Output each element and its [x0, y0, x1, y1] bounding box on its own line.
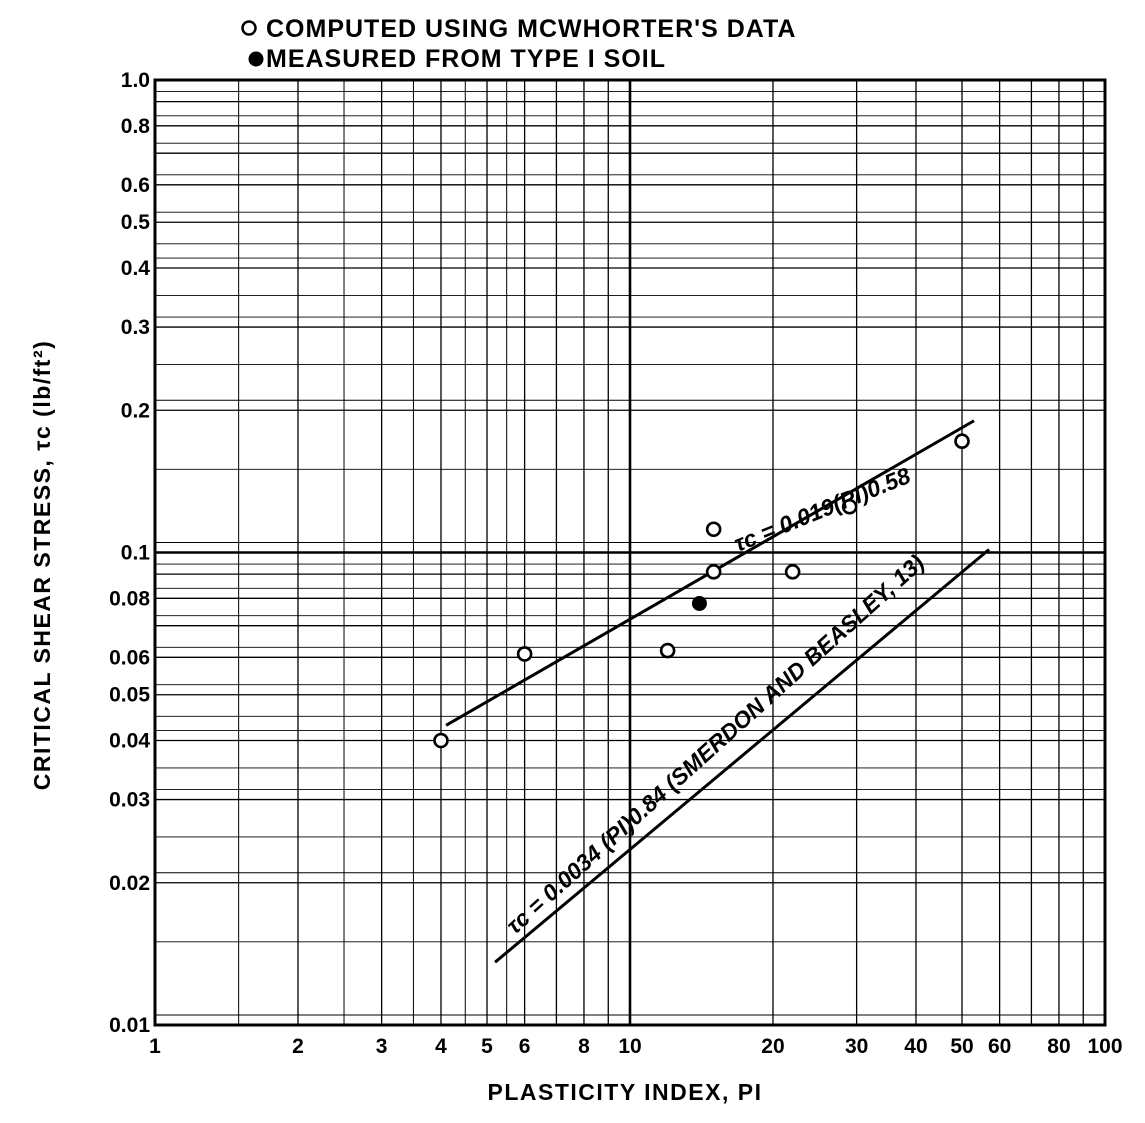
y-tick-labels: 0.01 0.02 0.03 0.04 0.05 0.06 0.08 0.1 0.2 0.3 0.4… [109, 69, 150, 1037]
x-tick-label: 60 [988, 1035, 1011, 1058]
y-tick-label: 0.04 [109, 730, 150, 753]
x-tick-label: 3 [376, 1035, 388, 1058]
y-tick-label: 0.01 [109, 1014, 150, 1037]
point-measured [691, 595, 707, 611]
x-tick-labels: 1 2 3 4 5 6 8 10 20 30 40 50 60 80 100 [149, 1035, 1122, 1058]
y-tick-label: 0.3 [121, 316, 150, 339]
y-tick-label: 0.8 [121, 115, 151, 138]
y-tick-label: 0.06 [109, 646, 150, 669]
x-tick-label: 1 [149, 1035, 161, 1058]
y-tick-label: 0.5 [121, 211, 151, 234]
fit-line-label-2: τc = 0.0034 (PI)0.84 (SMERDON AND BEASLE… [501, 549, 929, 938]
point-computed [705, 564, 722, 580]
y-tick-label: 0.05 [109, 684, 150, 707]
x-tick-label: 50 [950, 1035, 973, 1058]
x-tick-label: 5 [481, 1035, 493, 1058]
y-tick-label: 0.02 [109, 872, 150, 895]
y-tick-label: 0.1 [121, 542, 151, 565]
x-tick-label: 8 [578, 1035, 590, 1058]
point-computed [784, 564, 801, 580]
fit-line-2 [494, 548, 991, 964]
y-tick-label: 0.08 [109, 587, 150, 610]
x-tick-label: 80 [1047, 1035, 1070, 1058]
point-computed [841, 498, 858, 515]
x-axis-title: PLASTICITY INDEX, PI [488, 1079, 763, 1105]
point-computed [705, 521, 722, 538]
plot-frame [153, 78, 1107, 1027]
y-tick-label: 0.2 [121, 399, 150, 422]
y-tick-label: 0.6 [121, 174, 150, 197]
point-computed [954, 433, 970, 450]
x-tick-label: 30 [845, 1035, 868, 1058]
grid [153, 78, 1107, 1027]
point-computed [516, 646, 533, 662]
y-tick-label: 1.0 [121, 69, 150, 92]
x-tick-label: 6 [519, 1035, 531, 1058]
y-tick-label: 0.4 [121, 257, 151, 280]
y-tick-label: 0.03 [109, 789, 150, 812]
legend-filled-circle-icon [248, 51, 264, 67]
legend-open-circle-icon [241, 20, 257, 36]
legend-label-computed: COMPUTED USING MCWHORTER'S DATA [266, 15, 796, 43]
legend-label-measured: MEASURED FROM TYPE I SOIL [266, 45, 666, 73]
x-tick-label: 2 [292, 1035, 304, 1058]
x-tick-label: 10 [618, 1035, 641, 1058]
legend: COMPUTED USING MCWHORTER'S DATA MEASURED… [241, 15, 796, 73]
x-tick-label: 20 [761, 1035, 784, 1058]
y-axis-title: CRITICAL SHEAR STRESS, τc (lb/ft²) [29, 340, 55, 791]
x-tick-label: 100 [1087, 1035, 1122, 1058]
fit-lines [445, 419, 991, 964]
x-tick-label: 4 [435, 1035, 447, 1058]
point-computed [433, 732, 449, 749]
x-tick-label: 40 [904, 1035, 927, 1058]
data-points [433, 433, 970, 749]
point-computed [659, 642, 676, 659]
